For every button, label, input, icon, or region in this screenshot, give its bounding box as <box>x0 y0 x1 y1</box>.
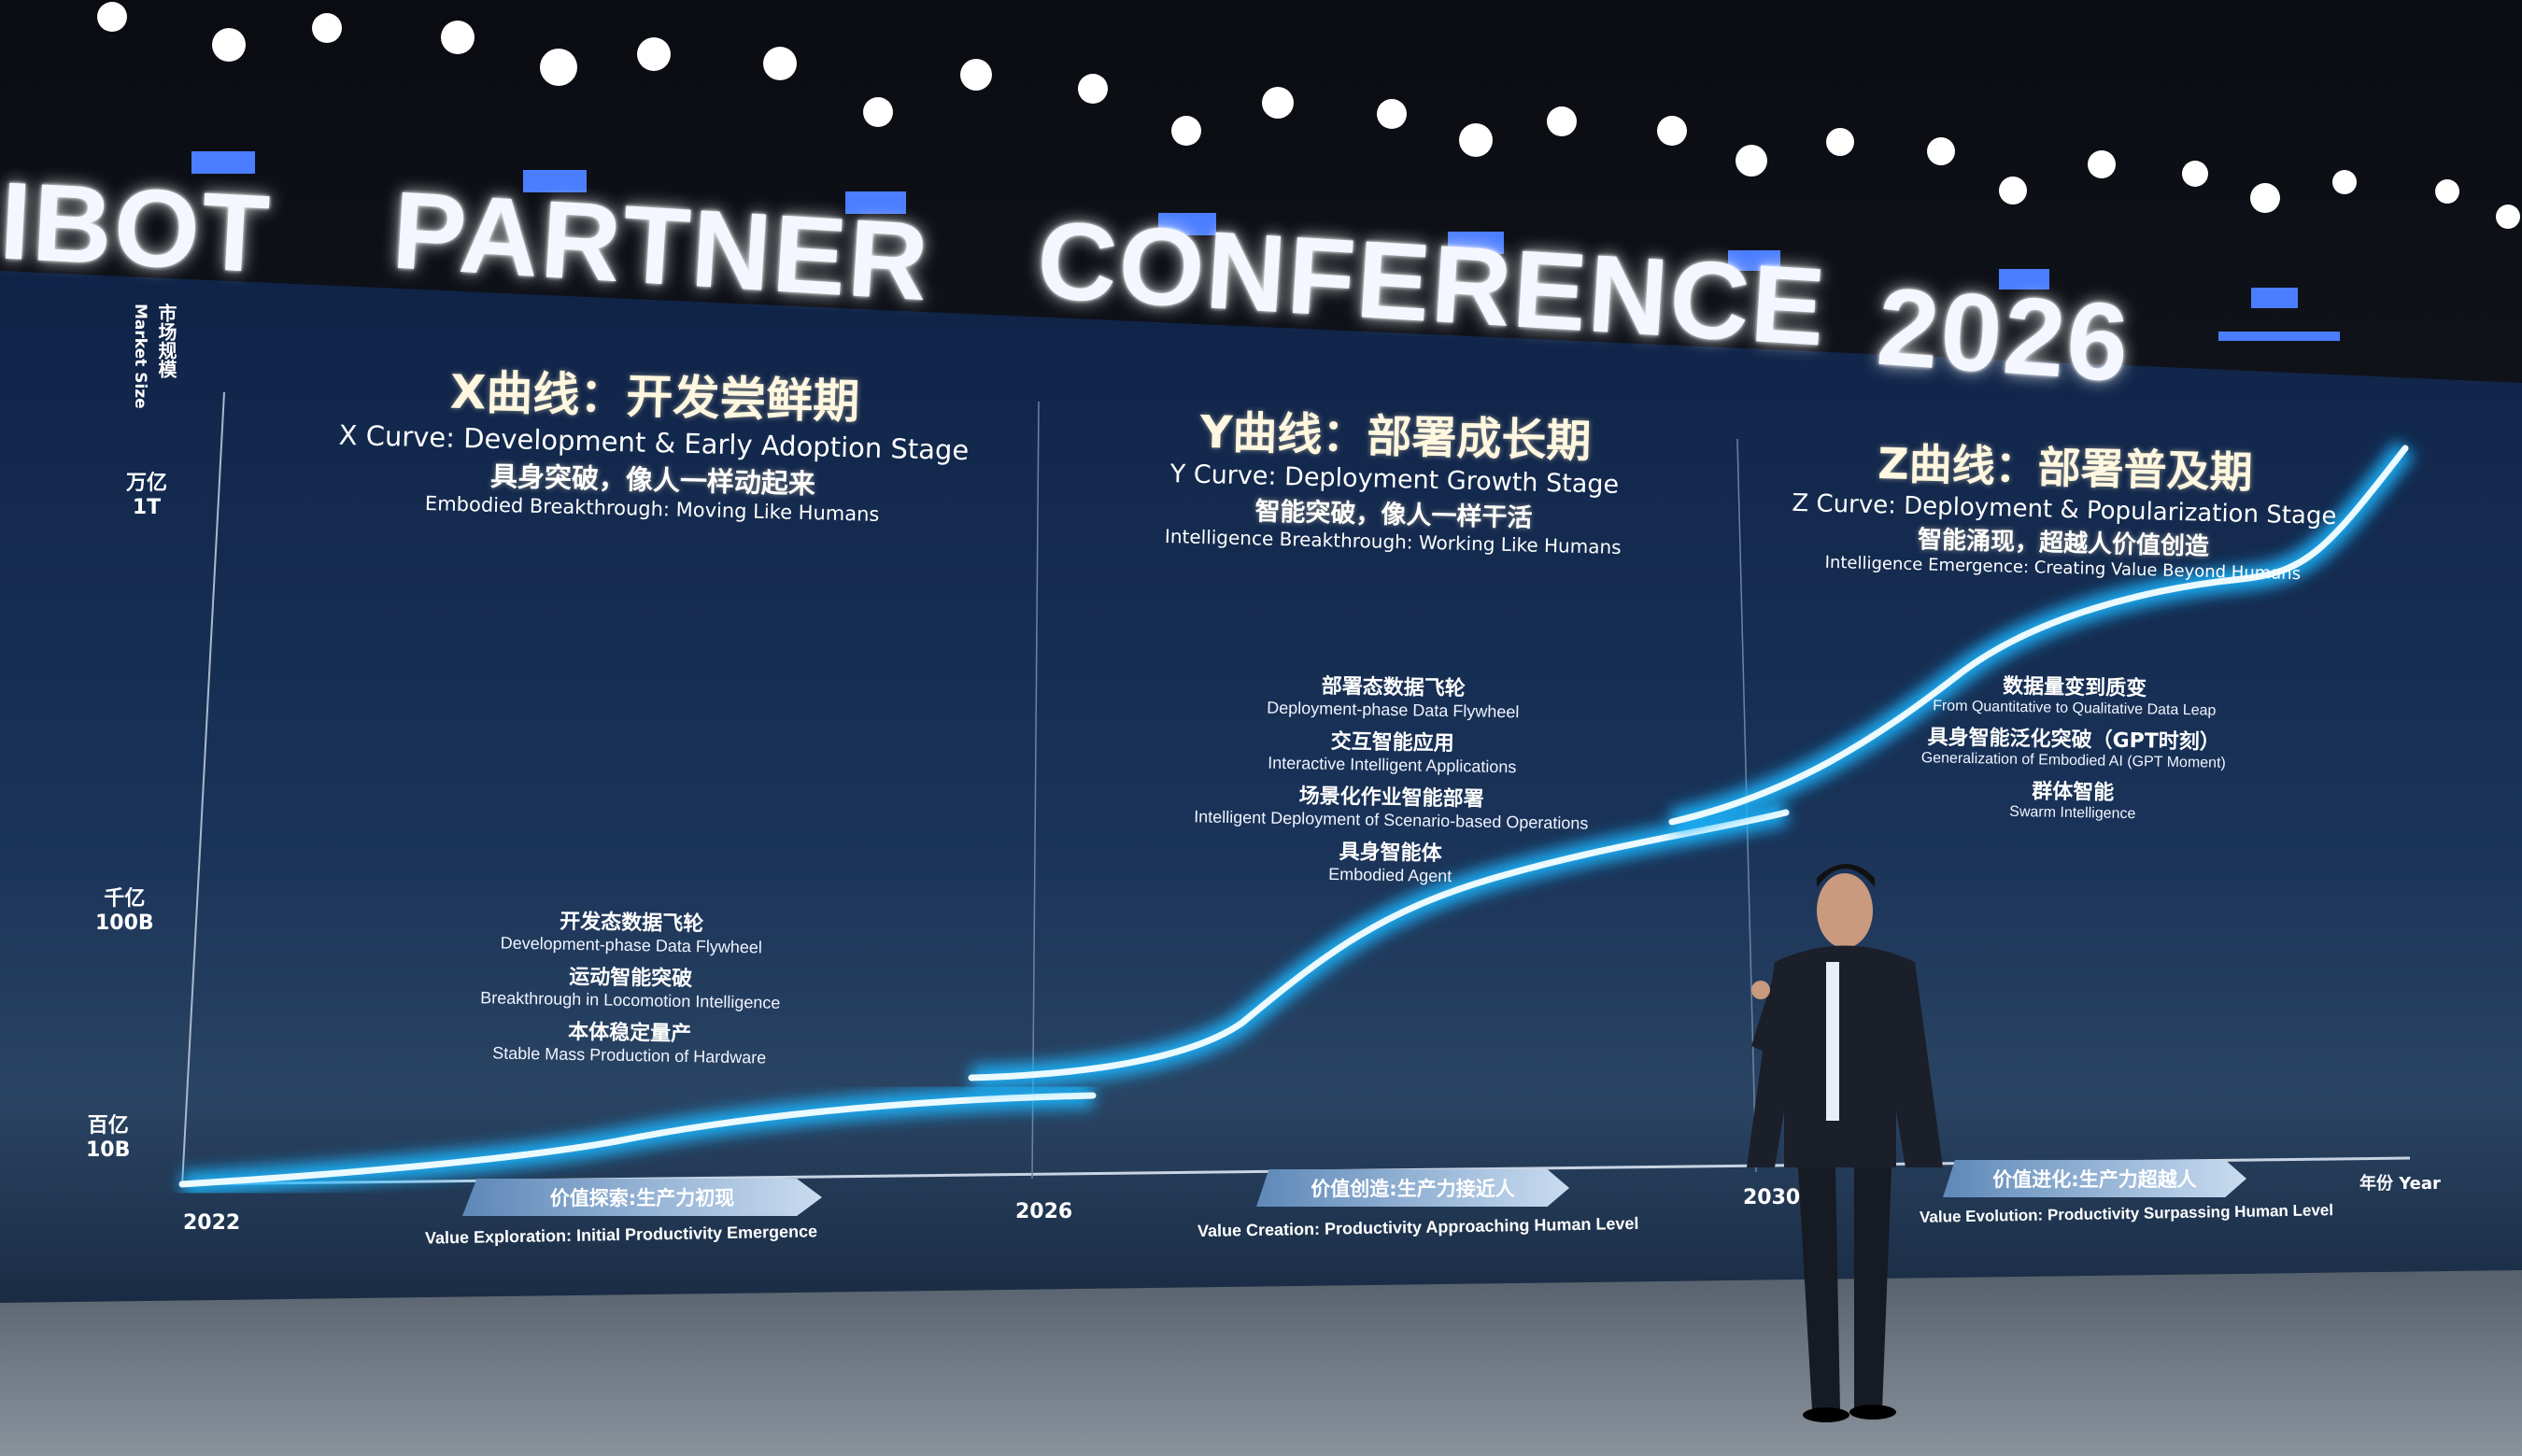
banner-word: PARTNER <box>389 168 934 325</box>
z-curve-header: Z曲线：部署普及期 Z Curve: Deployment & Populari… <box>1791 428 2339 585</box>
blue-led-bars <box>191 151 2340 341</box>
y-tick-cn: 百亿 <box>87 1114 129 1138</box>
z-curve-features: 数据量变到质变 From Quantitative to Qualitative… <box>1920 668 2228 830</box>
stage-arrow-x: 价值探索:生产力初现 <box>462 1179 822 1216</box>
stage-arrow-y: 价值创造:生产力接近人 <box>1256 1169 1569 1207</box>
year-2030: 2030 <box>1743 1186 1801 1209</box>
z-curve-line <box>1668 445 2409 826</box>
y-axis-title: 市场规模 Market Size <box>131 304 180 409</box>
y-tick-en: 100B <box>95 912 154 935</box>
stage-arrow-z: 价值进化:生产力超越人 <box>1943 1160 2246 1197</box>
stage-floor <box>0 1270 2522 1456</box>
x-curve-features: 开发态数据飞轮 Development-phase Data Flywheel … <box>479 903 782 1074</box>
growth-curves <box>178 441 2416 1196</box>
x-curve-header: X曲线：开发尝鲜期 X Curve: Development & Early A… <box>337 352 971 528</box>
y-tick-en: 1T <box>132 496 162 519</box>
y-tick-cn: 万亿 <box>126 472 168 495</box>
y-axis-title-cn: 市场规模 <box>155 304 177 378</box>
banner-word: IBOT <box>0 159 275 297</box>
y-curve-line <box>968 809 1790 1081</box>
y-curve-header: Y曲线：部署成长期 Y Curve: Deployment Growth Sta… <box>1165 394 1625 558</box>
feature-en: Development-phase Data Flywheel <box>500 933 763 957</box>
feature-en: Stable Mass Production of Hardware <box>492 1043 767 1067</box>
y-tick-cn: 千亿 <box>104 887 146 911</box>
y-curve-title-cn: Y曲线：部署成长期 <box>1199 405 1593 469</box>
y-tick-1t: 万亿 1T <box>126 472 167 520</box>
x-curve-line <box>178 1092 1097 1188</box>
year-2026: 2026 <box>1015 1200 1073 1223</box>
y-tick-en: 10B <box>86 1138 131 1162</box>
divider-2026 <box>1031 401 1040 1180</box>
feature-en: Breakthrough in Locomotion Intelligence <box>480 988 781 1012</box>
x-axis-label: 年份 Year <box>2359 1174 2441 1194</box>
y-tick-10b: 百亿 10B <box>86 1114 130 1163</box>
banner-word: 2026 <box>1873 264 2134 406</box>
y-axis-title-en: Market Size <box>131 304 149 409</box>
stage-lights <box>97 2 2520 229</box>
year-2022: 2022 <box>183 1211 241 1235</box>
y-axis-line <box>181 391 225 1187</box>
y-curve-features: 部署态数据飞轮 Deployment-phase Data Flywheel 交… <box>1193 667 1591 894</box>
y-tick-100b: 千亿 100B <box>95 887 154 936</box>
presenter <box>1747 864 1943 1422</box>
